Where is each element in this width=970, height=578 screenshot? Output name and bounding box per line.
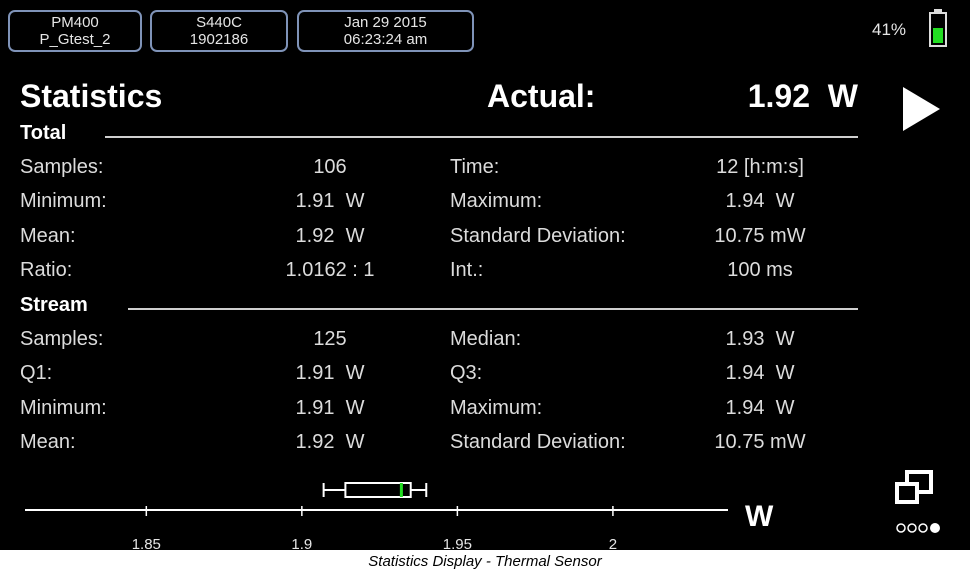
device-name: PM400 (51, 14, 99, 31)
stat-value: 1.92 W (295, 430, 365, 453)
stat-value: 1.94 W (725, 396, 795, 419)
device-id: P_Gtest_2 (39, 31, 111, 48)
stat-label: Q3: (450, 362, 483, 385)
page-dot-active (930, 523, 940, 533)
section-rule (105, 136, 858, 138)
stat-value: 106 (313, 156, 347, 178)
stat-value: 1.91 W (295, 362, 365, 385)
stat-label: Samples: (20, 156, 104, 178)
stat-label: Time: (450, 156, 500, 178)
window-button[interactable] (893, 470, 941, 508)
section-title: Total (20, 122, 67, 144)
battery-fill (933, 28, 943, 43)
play-icon (903, 87, 940, 131)
stat-value: 1.91 W (295, 396, 365, 419)
stat-value: 1.94 W (725, 190, 795, 213)
time: 06:23:24 am (343, 31, 428, 48)
x-tick-label: 1.85 (132, 536, 161, 550)
caption: Statistics Display - Thermal Sensor (368, 553, 602, 570)
stat-value: 100 ms (727, 258, 793, 281)
device-screen: PM400 P_Gtest_2 S440C 1902186 Jan 29 201… (0, 0, 970, 550)
stat-label: Mean: (20, 224, 76, 247)
battery-body (929, 12, 947, 47)
page-dot (907, 523, 917, 533)
stat-value: 1.92 W (295, 224, 365, 247)
section-title: Stream (20, 294, 88, 316)
stat-value: 10.75 mW (714, 224, 806, 247)
stat-label: Maximum: (450, 396, 543, 419)
stat-value: 12 [h:m:s] (716, 156, 804, 178)
stat-value: 1.91 W (295, 190, 365, 213)
stat-label: Standard Deviation: (450, 224, 626, 247)
battery-tip (934, 9, 942, 13)
x-tick-label: 2 (609, 536, 617, 550)
page-dot (896, 523, 906, 533)
stat-label: Minimum: (20, 396, 107, 419)
x-axis-label: W (745, 500, 774, 533)
sensor-chip[interactable]: S440C 1902186 (150, 10, 288, 52)
stat-label: Q1: (20, 362, 53, 385)
stat-label: Ratio: (20, 258, 73, 281)
stat-value: 1.94 W (725, 362, 795, 385)
section-rule (128, 308, 858, 310)
actual-label: Actual: (487, 78, 596, 114)
page-indicator[interactable] (895, 520, 945, 536)
stat-label: Int.: (450, 258, 484, 281)
page-dot (918, 523, 928, 533)
stat-label: Mean: (20, 430, 76, 453)
device-chip[interactable]: PM400 P_Gtest_2 (8, 10, 142, 52)
stat-label: Standard Deviation: (450, 430, 626, 453)
play-button[interactable] (900, 84, 944, 134)
window-front (895, 482, 919, 504)
boxplot-chart: 1.85 1.9 1.95 2 (25, 482, 728, 550)
x-tick-label: 1.9 (291, 536, 312, 550)
sensor-name: S440C (196, 14, 242, 31)
stat-label: Samples: (20, 328, 104, 350)
datetime-chip[interactable]: Jan 29 2015 06:23:24 am (297, 10, 474, 52)
box (344, 482, 412, 498)
battery-icon (929, 9, 947, 47)
x-tick-label: 1.95 (443, 536, 472, 550)
stat-value: 1.93 W (725, 328, 795, 350)
stat-value: 125 (313, 328, 347, 350)
stat-value: 10.75 mW (714, 430, 806, 453)
battery-level: 41% (872, 20, 907, 39)
stat-label: Minimum: (20, 190, 107, 213)
sensor-serial: 1902186 (189, 31, 249, 48)
stat-label: Median: (450, 328, 522, 350)
date: Jan 29 2015 (344, 14, 427, 31)
stat-label: Maximum: (450, 190, 543, 213)
screen-title: Statistics (20, 78, 163, 114)
actual-value: 1.92 W (747, 78, 858, 114)
stat-value: 1.0162 : 1 (285, 258, 375, 281)
